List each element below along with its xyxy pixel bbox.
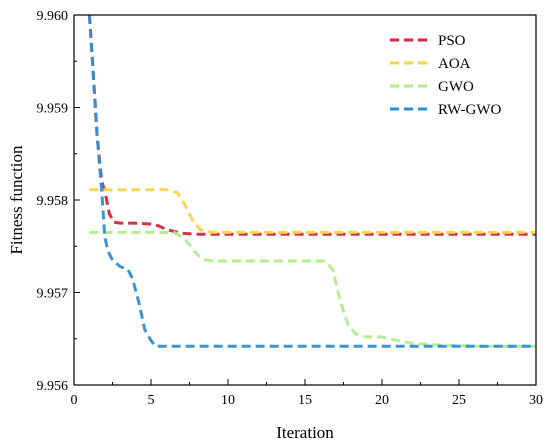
series-line-aoa xyxy=(89,188,536,234)
plot-frame xyxy=(73,14,537,386)
x-tick-label: 20 xyxy=(375,393,389,408)
x-tick-label: 25 xyxy=(452,393,466,408)
legend-label-rw-gwo: RW-GWO xyxy=(438,102,501,118)
series-layer xyxy=(87,14,536,348)
legend-label-aoa: AOA xyxy=(438,56,471,72)
x-axis-title: Iteration xyxy=(276,423,334,442)
y-tick-label: 9.959 xyxy=(37,102,69,117)
y-tick-label: 9.958 xyxy=(37,194,69,209)
x-tick-label: 30 xyxy=(529,393,543,408)
legend: PSO AOA GWO RW-GWO xyxy=(390,33,501,118)
series-line-gwo xyxy=(89,230,536,348)
x-tick-label: 10 xyxy=(221,393,235,408)
series-line-rw-gwo xyxy=(87,14,536,348)
legend-label-pso: PSO xyxy=(438,33,466,49)
y-axis-title: Fitness function xyxy=(7,145,26,255)
series-line-pso xyxy=(87,14,536,236)
y-tick-label: 9.956 xyxy=(37,379,69,394)
y-tick-label: 9.960 xyxy=(37,9,69,24)
y-tick-label: 9.957 xyxy=(37,287,69,302)
x-tick-label: 15 xyxy=(298,393,312,408)
x-tick-label: 0 xyxy=(71,393,78,408)
x-tick-label: 5 xyxy=(148,393,155,408)
legend-label-gwo: GWO xyxy=(438,79,474,95)
